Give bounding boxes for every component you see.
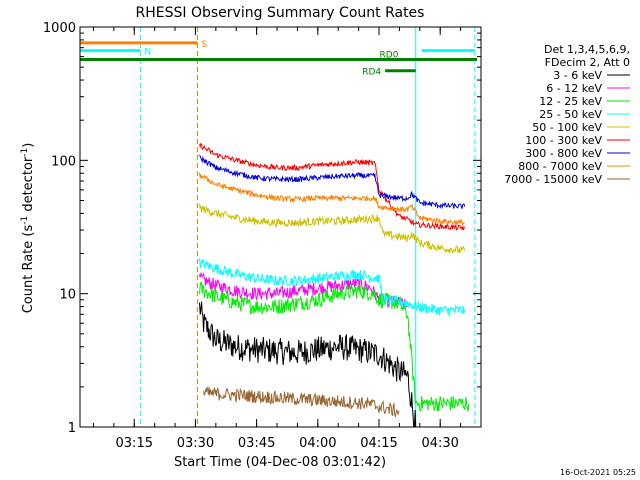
legend-label-2: 12 - 25 keV	[539, 95, 602, 108]
legend-label-4: 50 - 100 keV	[532, 121, 602, 134]
legend-label-0: 3 - 6 keV	[553, 69, 602, 82]
legend-header-line-2: FDecim 2, Att 0	[545, 56, 630, 69]
y-axis-label-main: Count Rate (s	[21, 225, 36, 314]
legend-label-1: 6 - 12 keV	[546, 82, 602, 95]
legend: Det 1,3,4,5,6,9, FDecim 2, Att 0 3 - 6 k…	[504, 43, 630, 186]
series-line-8	[203, 386, 400, 419]
x-axis-label: Start Time (04-Dec-08 03:01:42)	[174, 455, 386, 470]
y-axis-label-mid: detector	[21, 156, 36, 216]
series-line-0	[199, 301, 417, 428]
x-tick-label-5: 04:30	[421, 436, 458, 451]
legend-label-6: 300 - 800 keV	[525, 147, 602, 160]
flag-label-s-0: S	[201, 40, 207, 50]
timestamp: 16-Oct-2021 05:25	[560, 468, 636, 477]
x-tick-label-4: 04:15	[360, 436, 397, 451]
x-tick-label-1: 03:30	[177, 436, 214, 451]
plot-area: S N RD0 RD4	[79, 27, 477, 428]
x-tick-label-0: 03:15	[116, 436, 153, 451]
y-tick-label-3: 1000	[43, 21, 76, 36]
series-line-6	[199, 154, 466, 210]
flag-label-rd0-3: RD0	[380, 51, 399, 61]
series-line-2	[199, 281, 470, 413]
y-axis-label-end: )	[21, 143, 36, 148]
y-axis-label: Count Rate (s-1 detector-1)	[20, 143, 36, 314]
legend-label-3: 25 - 50 keV	[539, 108, 602, 121]
flag-label-rd4-4: RD4	[362, 68, 381, 78]
series-line-3	[199, 258, 466, 318]
y-tick-label-1: 10	[59, 288, 76, 303]
y-tick-label-2: 100	[51, 154, 76, 169]
y-axis-label-sup2: -1	[20, 148, 30, 157]
y-tick-label-0: 1	[68, 421, 76, 436]
plot-frame	[79, 26, 482, 428]
legend-label-7: 800 - 7000 keV	[518, 160, 602, 173]
flag-label-n-1: N	[144, 48, 151, 58]
y-axis-label-sup1: -1	[20, 216, 30, 225]
series-line-7	[199, 172, 465, 226]
chart-title: RHESSI Observing Summary Count Rates	[136, 5, 425, 21]
series-line-5	[199, 142, 466, 231]
legend-label-8: 7000 - 15000 keV	[504, 173, 602, 186]
axes: 1 10 100 1000 03:15 03:30 03:45 04:00 04:15 04:30	[43, 21, 481, 451]
legend-header-line-1: Det 1,3,4,5,6,9,	[544, 43, 630, 56]
legend-label-5: 100 - 300 keV	[525, 134, 602, 147]
x-tick-label-2: 03:45	[238, 436, 275, 451]
x-tick-label-3: 04:00	[299, 436, 336, 451]
series-line-4	[199, 203, 466, 255]
